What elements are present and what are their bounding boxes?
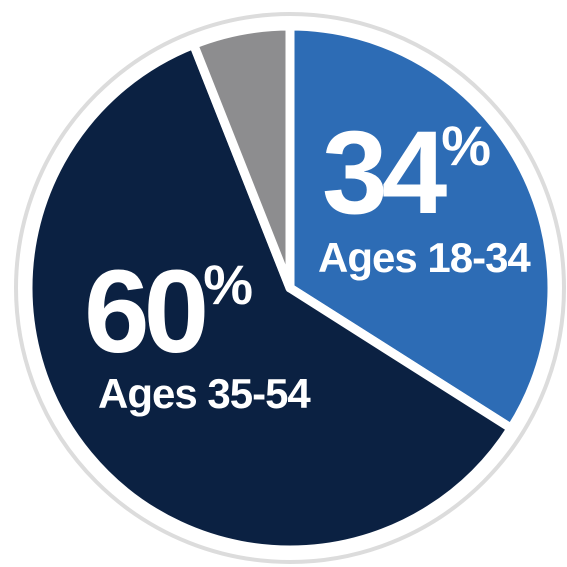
slice-percent-sign-18-34: % [441, 114, 491, 177]
slice-label-ages-35-54: 60% Ages 35-54 [84, 246, 312, 417]
slice-percent-35-54: 60 [84, 246, 205, 378]
slice-category-35-54: Ages 35-54 [98, 370, 311, 417]
slice-category-18-34: Ages 18-34 [318, 234, 531, 281]
svg-text:34%: 34% [322, 107, 491, 239]
slice-label-ages-18-34: 34% Ages 18-34 [318, 107, 532, 281]
slice-percent-sign-35-54: % [203, 253, 253, 316]
slice-percent-18-34: 34 [322, 107, 447, 239]
pie-slice-other [189, 21, 295, 293]
svg-text:60%: 60% [84, 246, 253, 378]
pie-slice-ages-35-54 [23, 39, 516, 555]
